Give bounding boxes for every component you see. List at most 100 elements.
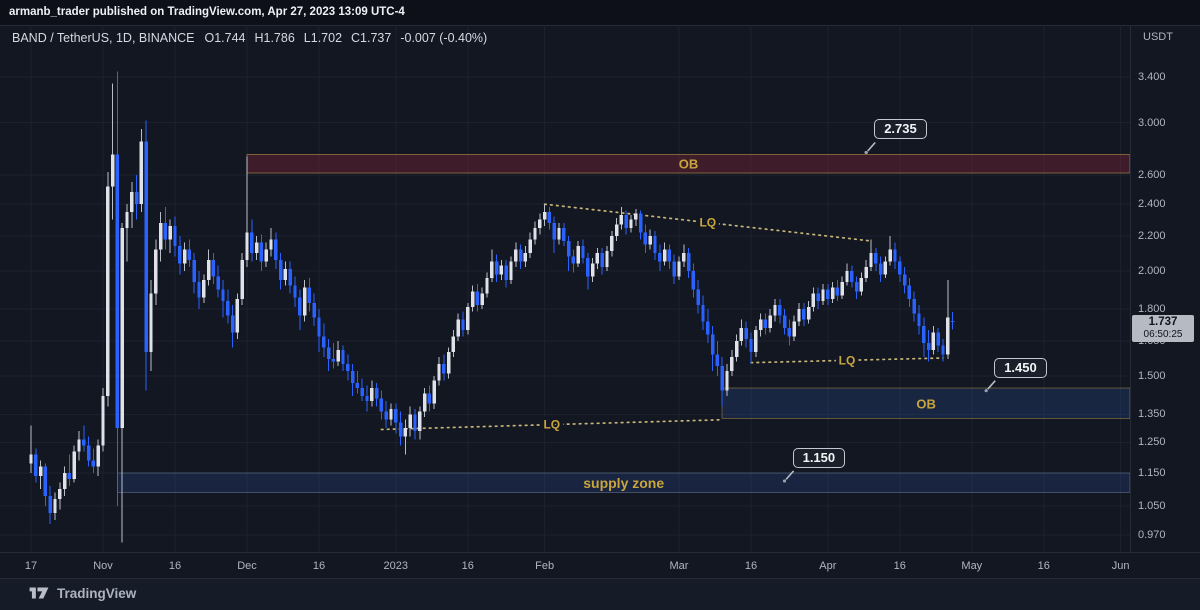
candle-body [202, 280, 206, 298]
candle-body [451, 336, 456, 353]
candle-body [490, 261, 494, 279]
time-tick-label: May [961, 560, 983, 572]
price-tick-label: 3.400 [1138, 71, 1166, 83]
candle-body [226, 301, 230, 316]
candle-body [571, 256, 576, 264]
candle-body [787, 327, 792, 337]
candle-body [686, 252, 691, 271]
lq-trendline[interactable] [543, 203, 872, 242]
candle-body [494, 261, 499, 275]
candle-body [442, 363, 446, 374]
candle-body [576, 246, 580, 264]
zone-ob-blue[interactable] [721, 387, 1130, 419]
time-tick-label: 16 [893, 560, 906, 572]
candle-body [950, 320, 955, 323]
time-tick-label: Jun [1111, 560, 1130, 572]
candle-wick [30, 425, 32, 473]
candle-body [163, 222, 168, 240]
lq-trendline[interactable] [380, 418, 724, 431]
candle-body [590, 263, 595, 277]
candle-wick [83, 425, 85, 452]
candle-body [552, 222, 556, 240]
candle-body [480, 293, 484, 306]
legend-value: H1.786 [254, 31, 295, 45]
candle-body [408, 414, 412, 429]
candle-body [144, 141, 148, 353]
last-price-badge: 1.737 06:50:25 [1132, 315, 1194, 342]
candle-body [835, 287, 840, 296]
candle-body [518, 249, 523, 262]
candle-body [682, 252, 686, 262]
symbol-legend[interactable]: BAND / TetherUS, 1D, BINANCE O1.744 H1.786… [12, 31, 496, 45]
zone-label-ob-blue: OB [916, 396, 936, 411]
candle-body [893, 249, 897, 262]
price-label-callout[interactable]: 2.735 [874, 119, 927, 140]
candle-body [610, 235, 614, 252]
candle-body [317, 317, 321, 337]
candle-body [658, 252, 662, 262]
candle-body [302, 287, 307, 316]
candle-body [528, 239, 532, 253]
candle-body [355, 383, 360, 389]
chart-plot-area[interactable]: OB OB supply zone LQ LQ LQ [0, 25, 1130, 552]
candle-body [254, 242, 259, 253]
candle-body [888, 249, 892, 262]
candle-wick [126, 204, 128, 262]
callout-anchor-dot [783, 479, 787, 483]
footer-bar: TradingView [0, 578, 1200, 610]
candle-body [499, 265, 504, 275]
price-tick-label: 3.000 [1138, 116, 1166, 129]
time-axis[interactable]: 17 Nov 16 Dec 16 2023 16 Feb Mar 16 Apr 16 May 16 Jun [0, 552, 1200, 579]
candle-body [595, 252, 600, 264]
candle-body [360, 388, 364, 396]
candle-wick [332, 343, 334, 369]
candle-body [768, 315, 772, 328]
candle-body [533, 227, 537, 240]
price-tick-label: 1.150 [1138, 466, 1166, 479]
price-tick-label: 1.250 [1138, 436, 1166, 449]
candle-wick [112, 83, 114, 220]
candle-body [475, 291, 480, 306]
candle-body [53, 499, 57, 514]
candle-body [734, 341, 739, 357]
candle-body [120, 227, 124, 429]
candle-body [758, 319, 763, 331]
candle-body [730, 356, 734, 371]
candle-body [586, 258, 590, 277]
candle-body [749, 338, 753, 353]
candle-body [845, 270, 849, 282]
candle-body [240, 259, 244, 300]
zone-label-ob-red: OB [679, 157, 699, 172]
candle-body [139, 141, 144, 205]
lq-trendline[interactable] [750, 357, 944, 364]
candle-body [96, 445, 100, 467]
candle-body [634, 213, 638, 220]
candle-body [350, 370, 355, 384]
candle-body [883, 261, 888, 275]
candle-body [941, 345, 945, 355]
price-label-callout[interactable]: 1.450 [994, 357, 1047, 378]
candle-body [389, 408, 393, 420]
candle-body [379, 398, 384, 412]
candle-wick [356, 370, 358, 394]
candle-body [432, 380, 436, 404]
candle-body [341, 349, 345, 364]
candle-wick [68, 454, 70, 486]
symbol-title[interactable]: BAND / TetherUS, 1D, BINANCE [12, 31, 195, 45]
tradingview-brand[interactable]: TradingView [28, 585, 136, 601]
time-tick-label: Feb [535, 560, 555, 572]
candle-body [629, 219, 633, 228]
publish-text: armanb_trader published on TradingView.c… [9, 6, 405, 18]
candle-body [173, 226, 177, 247]
candle-body [922, 325, 926, 344]
candle-body [638, 213, 643, 233]
legend-value: O1.744 [204, 31, 246, 45]
callout-tail [987, 380, 996, 390]
price-label-callout[interactable]: 1.150 [792, 447, 846, 468]
candle-body [192, 259, 196, 282]
candle-body [850, 270, 854, 282]
candle-body [168, 226, 172, 240]
candle-body [523, 252, 528, 262]
tradingview-logo-icon [29, 587, 49, 599]
candle-body [706, 321, 710, 335]
